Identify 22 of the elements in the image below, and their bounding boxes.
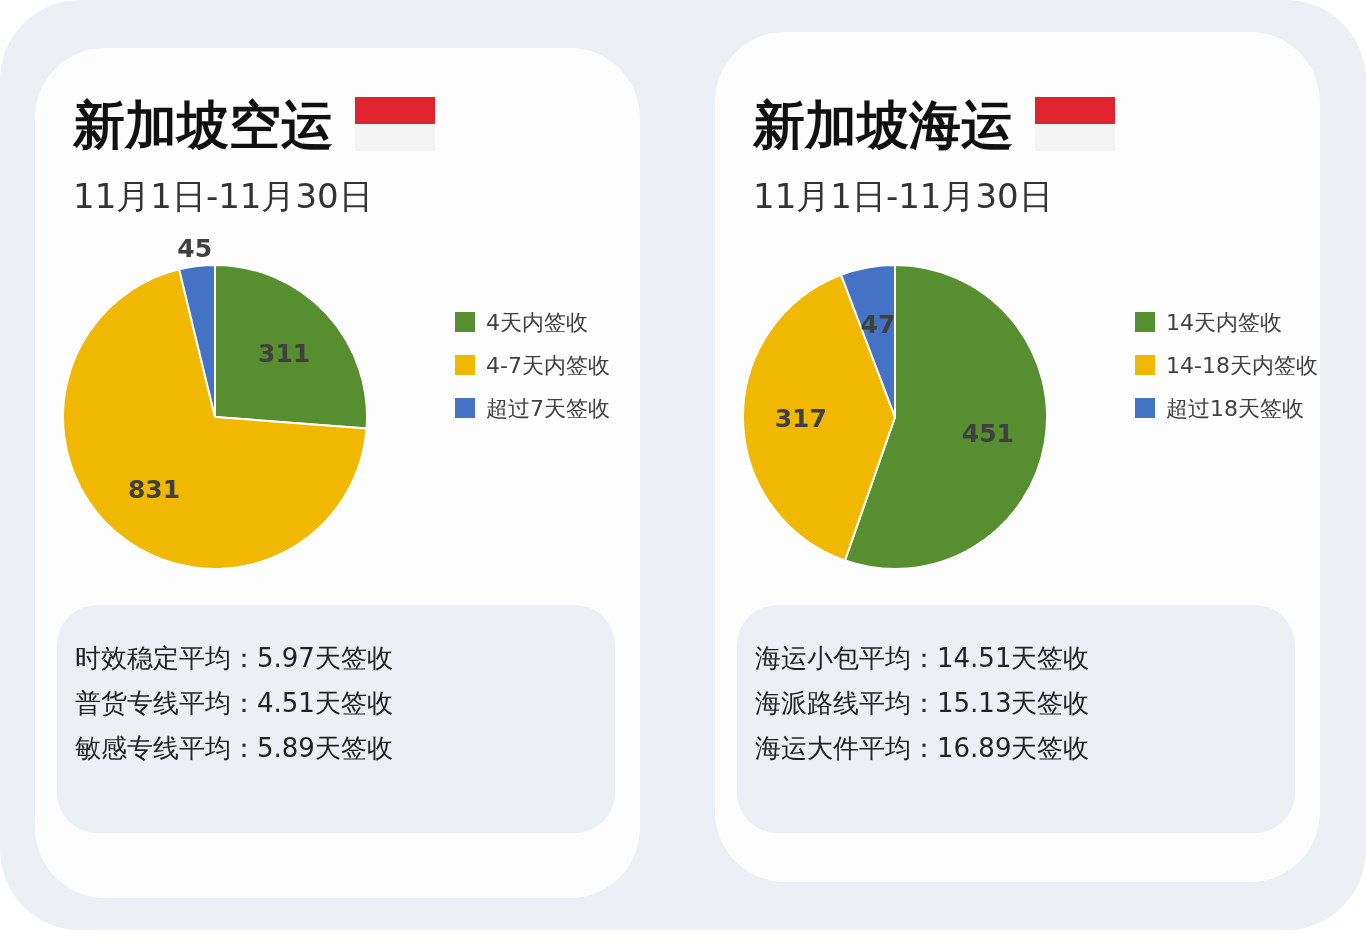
chart-title: 新加坡海运 xyxy=(752,95,1013,155)
data-label: 45 xyxy=(177,233,213,263)
data-label: 311 xyxy=(258,338,311,368)
text: 时效稳定平均：5.97天签收 xyxy=(75,643,393,673)
text: 海派路线平均：15.13天签收 xyxy=(755,688,1090,718)
chart-subtitle: 11月1日-11月30日 xyxy=(753,176,1053,216)
data-label: 451 xyxy=(961,418,1015,448)
text: 海运大件平均：16.89天签收 xyxy=(755,733,1090,763)
legend-label: 14-18天内签收 xyxy=(1166,353,1318,378)
data-label: 831 xyxy=(127,474,181,504)
legend-label: 4-7天内签收 xyxy=(486,353,610,378)
chart-subtitle: 11月1日-11月30日 xyxy=(73,176,373,216)
data-label: 47 xyxy=(860,310,896,340)
legend-label: 超过18天签收 xyxy=(1166,396,1304,421)
text: 普货专线平均：4.51天签收 xyxy=(75,688,393,718)
chart-title: 新加坡空运 xyxy=(72,95,333,155)
legend-label: 14天内签收 xyxy=(1166,310,1282,335)
text: 敏感专线平均：5.89天签收 xyxy=(75,733,393,763)
data-label: 317 xyxy=(774,404,827,434)
legend-label: 超过7天签收 xyxy=(486,396,610,421)
text: 海运小包平均：14.51天签收 xyxy=(755,643,1090,673)
legend-label: 4天内签收 xyxy=(486,310,588,335)
